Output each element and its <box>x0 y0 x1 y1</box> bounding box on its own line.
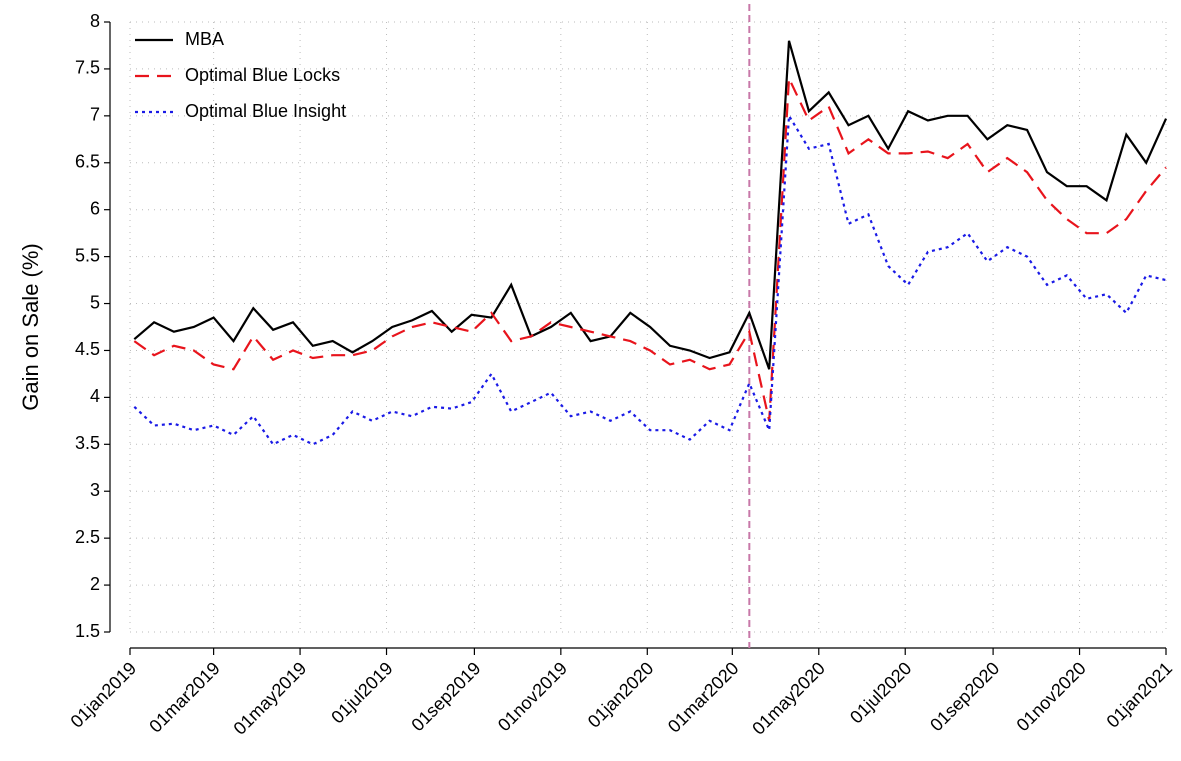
x-tick-label: 01sep2019 <box>407 658 484 735</box>
x-tick-label: 01nov2020 <box>1013 658 1090 735</box>
x-tick-label: 01may2019 <box>230 658 311 739</box>
y-tick-label: 3.5 <box>75 433 100 453</box>
y-tick-label: 6.5 <box>75 152 100 172</box>
x-tick-label: 01jan2021 <box>1103 658 1177 732</box>
x-tick-label: 01mar2019 <box>145 658 224 737</box>
y-tick-label: 7.5 <box>75 58 100 78</box>
legend-label: MBA <box>185 29 224 49</box>
y-tick-label: 6 <box>90 198 100 218</box>
x-tick-label: 01nov2019 <box>494 658 571 735</box>
x-tick-label: 01jan2019 <box>67 658 141 732</box>
y-tick-label: 3 <box>90 480 100 500</box>
x-tick-label: 01jul2020 <box>846 658 915 727</box>
x-tick-label: 01jul2019 <box>327 658 396 727</box>
x-tick-label: 01mar2020 <box>664 658 743 737</box>
y-tick-label: 4 <box>90 386 100 406</box>
y-tick-label: 5.5 <box>75 245 100 265</box>
y-tick-label: 8 <box>90 11 100 31</box>
legend-label: Optimal Blue Locks <box>185 65 340 85</box>
y-tick-label: 4.5 <box>75 339 100 359</box>
x-tick-label: 01may2020 <box>748 658 829 739</box>
series-line <box>133 112 1167 446</box>
legend-label: Optimal Blue Insight <box>185 101 346 121</box>
y-tick-label: 7 <box>90 105 100 125</box>
x-tick-label: 01jan2020 <box>584 658 658 732</box>
y-tick-label: 1.5 <box>75 621 100 641</box>
series-line <box>133 40 1168 370</box>
x-tick-label: 01sep2020 <box>926 658 1003 735</box>
y-tick-label: 2 <box>90 574 100 594</box>
y-tick-label: 5 <box>90 292 100 312</box>
y-tick-label: 2.5 <box>75 527 100 547</box>
series-line <box>133 77 1167 422</box>
y-axis-label: Gain on Sale (%) <box>18 243 43 411</box>
